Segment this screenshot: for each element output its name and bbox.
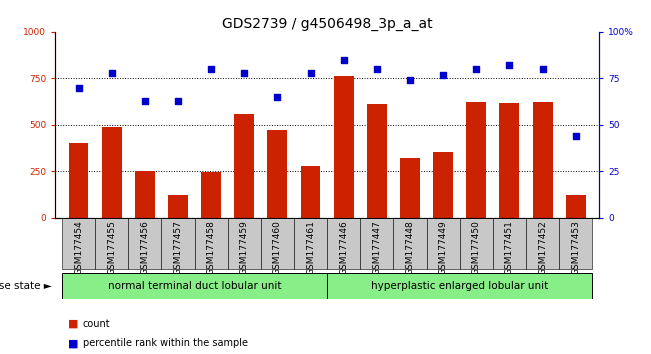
Text: ■: ■ — [68, 319, 79, 329]
Text: hyperplastic enlarged lobular unit: hyperplastic enlarged lobular unit — [371, 281, 548, 291]
Bar — [327, 218, 360, 269]
Point — [272, 94, 283, 100]
Bar — [195, 218, 228, 269]
Bar — [62, 273, 327, 299]
Bar — [128, 218, 161, 269]
Point — [438, 72, 449, 78]
Bar — [426, 218, 460, 269]
Text: GSM177461: GSM177461 — [306, 220, 315, 275]
Bar — [566, 195, 586, 218]
Text: disease state ►: disease state ► — [0, 281, 52, 291]
Title: GDS2739 / g4506498_3p_a_at: GDS2739 / g4506498_3p_a_at — [222, 17, 432, 31]
Point — [372, 66, 382, 72]
Bar — [95, 218, 128, 269]
Point — [74, 85, 84, 91]
Text: GSM177446: GSM177446 — [339, 220, 348, 274]
Bar — [327, 273, 592, 299]
Text: count: count — [83, 319, 110, 329]
Bar — [360, 218, 393, 269]
Point — [339, 57, 349, 63]
Text: GSM177457: GSM177457 — [173, 220, 182, 275]
Bar — [261, 218, 294, 269]
Bar — [228, 218, 261, 269]
Point — [206, 66, 216, 72]
Bar — [499, 103, 519, 218]
Point — [537, 66, 547, 72]
Point — [471, 66, 482, 72]
Bar — [400, 158, 420, 218]
Text: GSM177447: GSM177447 — [372, 220, 381, 274]
Text: GSM177455: GSM177455 — [107, 220, 116, 275]
Point — [405, 78, 415, 83]
Bar — [433, 152, 453, 218]
Bar — [393, 218, 426, 269]
Text: percentile rank within the sample: percentile rank within the sample — [83, 338, 247, 348]
Point — [107, 70, 117, 76]
Bar — [334, 76, 353, 218]
Bar — [559, 218, 592, 269]
Text: normal terminal duct lobular unit: normal terminal duct lobular unit — [108, 281, 281, 291]
Point — [139, 98, 150, 103]
Bar — [102, 127, 122, 218]
Bar — [135, 171, 155, 218]
Bar — [493, 218, 526, 269]
Bar — [460, 218, 493, 269]
Text: GSM177448: GSM177448 — [406, 220, 415, 274]
Bar — [68, 143, 89, 218]
Bar — [268, 130, 287, 218]
Bar — [62, 218, 95, 269]
Text: ■: ■ — [68, 338, 79, 348]
Bar — [526, 218, 559, 269]
Text: GSM177452: GSM177452 — [538, 220, 547, 274]
Text: GSM177454: GSM177454 — [74, 220, 83, 274]
Bar — [301, 166, 320, 218]
Bar — [161, 218, 195, 269]
Point — [239, 70, 249, 76]
Text: GSM177453: GSM177453 — [571, 220, 580, 275]
Bar — [533, 102, 553, 218]
Bar — [294, 218, 327, 269]
Bar — [367, 104, 387, 218]
Text: GSM177449: GSM177449 — [439, 220, 448, 274]
Bar — [234, 114, 254, 218]
Text: GSM177458: GSM177458 — [206, 220, 215, 275]
Text: GSM177460: GSM177460 — [273, 220, 282, 275]
Text: GSM177450: GSM177450 — [472, 220, 481, 275]
Bar — [466, 103, 486, 218]
Point — [305, 70, 316, 76]
Bar — [168, 195, 188, 218]
Text: GSM177451: GSM177451 — [505, 220, 514, 275]
Point — [505, 62, 515, 68]
Point — [570, 133, 581, 139]
Bar — [201, 172, 221, 218]
Text: GSM177459: GSM177459 — [240, 220, 249, 275]
Text: GSM177456: GSM177456 — [141, 220, 149, 275]
Point — [173, 98, 183, 103]
